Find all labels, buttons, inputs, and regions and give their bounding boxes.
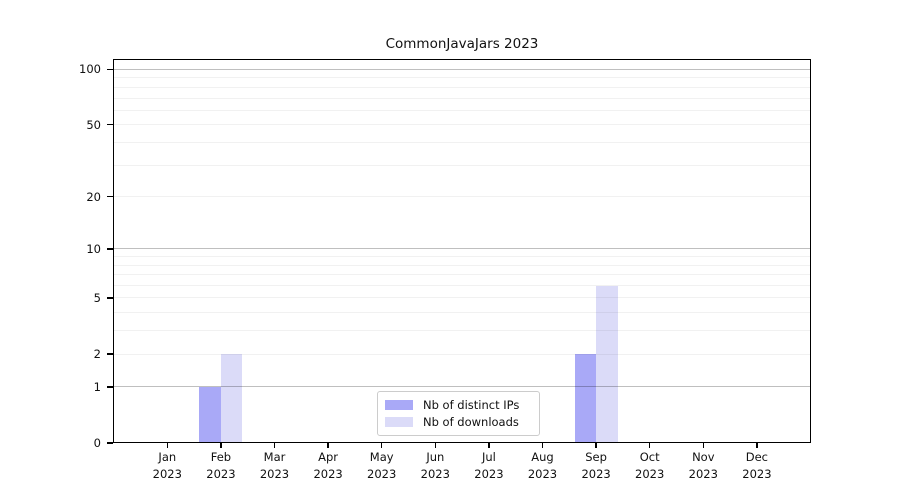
y-tick-label: 0 xyxy=(93,436,101,450)
bar-downloads-sep xyxy=(596,285,618,443)
x-tick-mark xyxy=(756,443,758,448)
legend-item-label: Nb of downloads xyxy=(423,415,519,430)
y-tick-label: 10 xyxy=(86,241,101,256)
plot-area xyxy=(113,59,811,443)
gridline-minor xyxy=(113,109,811,111)
x-tick-label: Jun 2023 xyxy=(420,450,450,481)
legend-item: Nb of downloads xyxy=(385,414,533,431)
y-tick-label: 20 xyxy=(86,189,101,204)
gridline-major xyxy=(113,68,811,70)
y-tick-mark xyxy=(107,248,113,250)
y-tick-label: 5 xyxy=(93,290,101,305)
gridline-minor xyxy=(113,312,811,314)
gridline-minor xyxy=(113,256,811,258)
bars-layer xyxy=(113,59,811,443)
x-tick-label: Jul 2023 xyxy=(474,450,504,481)
legend-item-label: Nb of distinct IPs xyxy=(423,397,520,412)
x-tick-label: May 2023 xyxy=(367,450,397,481)
y-tick-mark xyxy=(107,386,113,388)
x-tick-label: Jan 2023 xyxy=(152,450,182,481)
gridline-minor xyxy=(113,297,811,299)
x-tick-mark xyxy=(381,443,383,448)
x-tick-mark xyxy=(220,443,222,448)
y-tick-mark xyxy=(107,68,113,71)
gridline-minor xyxy=(113,97,811,99)
gridline-major xyxy=(113,248,811,250)
gridline-minor xyxy=(113,353,811,355)
x-tick-label: Aug 2023 xyxy=(527,450,558,481)
gridline-minor xyxy=(113,196,811,198)
x-tick-label: Mar 2023 xyxy=(259,450,290,481)
x-tick-mark xyxy=(595,443,597,448)
y-tick-mark xyxy=(107,442,113,444)
x-tick-mark xyxy=(327,443,329,448)
legend-swatch-downloads xyxy=(385,417,413,428)
x-tick-mark xyxy=(273,443,276,448)
gridline-minor xyxy=(113,264,811,266)
y-tick-mark xyxy=(107,297,113,299)
y-tick-label: 2 xyxy=(93,347,101,362)
gridline-minor xyxy=(113,86,811,88)
bar-downloads-feb xyxy=(220,354,243,443)
chart-title: CommonJavaJars 2023 xyxy=(385,36,539,52)
x-tick-mark xyxy=(434,443,436,448)
bar-distinct-ips-sep xyxy=(574,354,597,443)
x-tick-label: Nov 2023 xyxy=(688,450,718,481)
legend: Nb of distinct IPs Nb of downloads xyxy=(377,391,540,436)
x-tick-mark xyxy=(488,443,490,448)
x-tick-label: Oct 2023 xyxy=(635,450,665,481)
gridline-major xyxy=(113,386,811,388)
x-tick-mark xyxy=(702,443,704,448)
gridline-minor xyxy=(113,77,811,79)
y-tick-mark xyxy=(107,353,113,355)
legend-item: Nb of distinct IPs xyxy=(385,396,533,413)
y-tick-label: 50 xyxy=(86,117,101,132)
y-tick-mark xyxy=(107,195,113,198)
x-tick-label: Feb 2023 xyxy=(206,450,236,481)
bar-distinct-ips-feb xyxy=(199,386,221,443)
x-tick-label: Apr 2023 xyxy=(313,450,343,481)
x-tick-mark xyxy=(166,443,168,448)
legend-swatch-distinct-ips xyxy=(385,399,413,410)
grid-layer xyxy=(113,59,811,443)
gridline-minor xyxy=(113,124,811,126)
gridline-minor xyxy=(113,141,811,143)
y-tick-mark xyxy=(107,124,113,126)
x-tick-label: Sep 2023 xyxy=(581,450,611,481)
x-tick-mark xyxy=(541,443,544,448)
gridline-minor xyxy=(113,285,811,287)
x-tick-mark xyxy=(649,443,651,448)
gridline-minor xyxy=(113,330,811,332)
gridline-minor xyxy=(113,164,811,166)
y-tick-label: 100 xyxy=(79,62,101,77)
gridline-minor xyxy=(113,274,811,276)
x-tick-label: Dec 2023 xyxy=(742,450,772,481)
y-tick-label: 1 xyxy=(93,379,101,394)
